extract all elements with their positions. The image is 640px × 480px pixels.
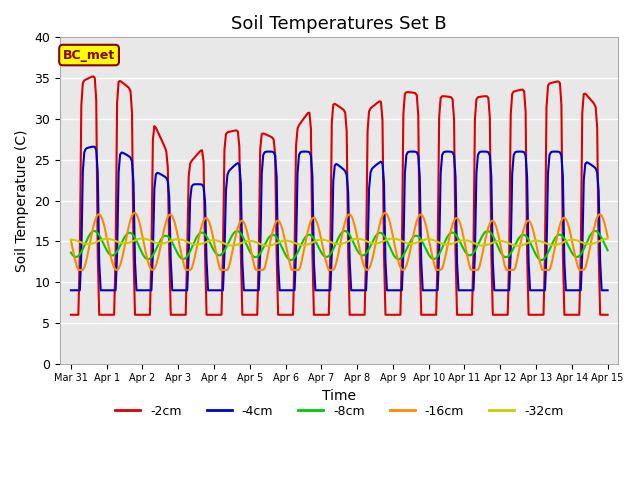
-2cm	[67, 312, 75, 318]
X-axis label: Time: Time	[323, 389, 356, 403]
-2cm	[540, 312, 547, 318]
Title: Soil Temperatures Set B: Soil Temperatures Set B	[232, 15, 447, 33]
-8cm	[82, 240, 90, 245]
-16cm	[67, 237, 75, 243]
-32cm	[139, 236, 147, 241]
-8cm	[168, 240, 176, 246]
-32cm	[82, 241, 90, 247]
-4cm	[604, 288, 611, 293]
Line: -8cm: -8cm	[71, 231, 607, 260]
-4cm	[540, 288, 547, 293]
-32cm	[541, 240, 549, 246]
-8cm	[288, 257, 296, 263]
-32cm	[406, 240, 413, 246]
-32cm	[67, 237, 75, 242]
-4cm	[82, 146, 90, 152]
-8cm	[541, 255, 549, 261]
-32cm	[264, 243, 271, 249]
Line: -32cm: -32cm	[71, 239, 607, 246]
-16cm	[83, 253, 91, 259]
Line: -16cm: -16cm	[71, 213, 607, 270]
-32cm	[376, 240, 383, 246]
Line: -4cm: -4cm	[71, 146, 607, 290]
Line: -2cm: -2cm	[71, 76, 607, 315]
-2cm	[168, 312, 176, 318]
-16cm	[406, 252, 413, 257]
-2cm	[404, 89, 412, 95]
-8cm	[91, 228, 99, 234]
-2cm	[82, 77, 90, 83]
-32cm	[604, 236, 611, 241]
-2cm	[374, 99, 382, 105]
-16cm	[541, 267, 549, 273]
-8cm	[406, 240, 413, 246]
-4cm	[404, 149, 412, 155]
-16cm	[74, 267, 82, 273]
-8cm	[394, 256, 401, 262]
-16cm	[394, 255, 401, 261]
-8cm	[604, 247, 611, 253]
Text: BC_met: BC_met	[63, 48, 115, 61]
-16cm	[604, 234, 611, 240]
-4cm	[168, 288, 176, 293]
-32cm	[394, 236, 401, 242]
Y-axis label: Soil Temperature (C): Soil Temperature (C)	[15, 129, 29, 272]
-32cm	[168, 237, 176, 243]
-2cm	[90, 73, 97, 79]
-2cm	[604, 312, 611, 318]
-8cm	[67, 250, 75, 255]
-4cm	[392, 288, 400, 293]
-4cm	[374, 161, 382, 167]
Legend: -2cm, -4cm, -8cm, -16cm, -32cm: -2cm, -4cm, -8cm, -16cm, -32cm	[110, 400, 568, 423]
-16cm	[170, 217, 178, 223]
-8cm	[376, 230, 383, 236]
-16cm	[376, 222, 383, 228]
-4cm	[67, 288, 75, 293]
-4cm	[90, 144, 97, 149]
-2cm	[392, 312, 400, 318]
-16cm	[131, 210, 139, 216]
